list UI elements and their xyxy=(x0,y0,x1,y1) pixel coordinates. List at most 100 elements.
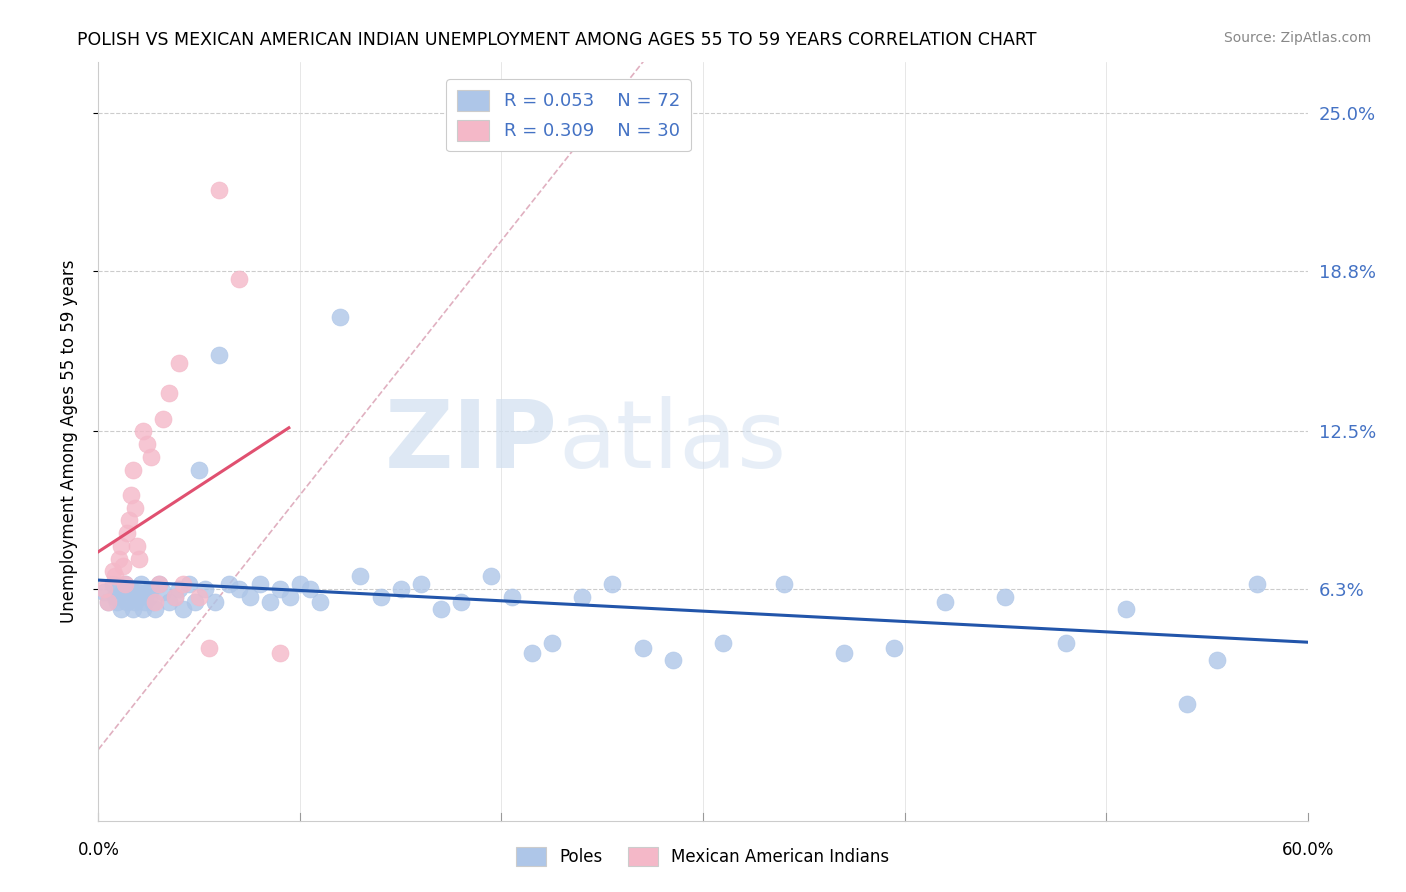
Point xyxy=(97,595,120,609)
Point xyxy=(269,582,291,596)
Point xyxy=(152,411,174,425)
Point xyxy=(1115,602,1137,616)
Point xyxy=(125,539,148,553)
Point xyxy=(204,595,226,609)
Point xyxy=(115,595,138,609)
Point xyxy=(128,590,150,604)
Point xyxy=(329,310,352,324)
Point xyxy=(832,646,855,660)
Point xyxy=(110,602,132,616)
Text: POLISH VS MEXICAN AMERICAN INDIAN UNEMPLOYMENT AMONG AGES 55 TO 59 YEARS CORRELA: POLISH VS MEXICAN AMERICAN INDIAN UNEMPL… xyxy=(77,31,1036,49)
Point xyxy=(114,577,136,591)
Point xyxy=(571,590,593,604)
Point xyxy=(188,590,211,604)
Point xyxy=(142,595,165,609)
Point xyxy=(259,595,281,609)
Point xyxy=(139,582,162,596)
Point xyxy=(152,584,174,599)
Point xyxy=(198,640,221,655)
Point xyxy=(143,595,166,609)
Point xyxy=(520,646,543,660)
Point xyxy=(107,551,129,566)
Point xyxy=(157,386,180,401)
Point xyxy=(661,653,683,667)
Point xyxy=(172,602,194,616)
Text: 60.0%: 60.0% xyxy=(1281,841,1334,859)
Point xyxy=(540,635,562,649)
Point xyxy=(121,462,143,476)
Point xyxy=(111,584,134,599)
Point xyxy=(148,577,170,591)
Point xyxy=(172,577,194,591)
Point xyxy=(129,577,152,591)
Point xyxy=(309,595,332,609)
Point xyxy=(288,577,311,591)
Point xyxy=(934,595,956,609)
Point xyxy=(120,582,142,596)
Point xyxy=(105,595,128,609)
Point xyxy=(184,595,207,609)
Point xyxy=(1054,635,1077,649)
Point xyxy=(111,559,134,574)
Point xyxy=(167,356,190,370)
Point xyxy=(114,577,136,591)
Point xyxy=(389,582,412,596)
Point xyxy=(409,577,432,591)
Point xyxy=(93,582,115,596)
Point xyxy=(278,590,301,604)
Text: 0.0%: 0.0% xyxy=(77,841,120,859)
Point xyxy=(167,582,190,596)
Point xyxy=(269,646,291,660)
Point xyxy=(118,590,141,604)
Point xyxy=(163,590,186,604)
Point xyxy=(228,271,250,285)
Y-axis label: Unemployment Among Ages 55 to 59 years: Unemployment Among Ages 55 to 59 years xyxy=(59,260,77,624)
Point xyxy=(157,595,180,609)
Point xyxy=(208,348,231,362)
Point xyxy=(370,590,392,604)
Point xyxy=(883,640,905,655)
Point xyxy=(148,577,170,591)
Point xyxy=(97,595,120,609)
Point xyxy=(124,500,146,515)
Point xyxy=(349,569,371,583)
Point xyxy=(120,488,142,502)
Point xyxy=(125,584,148,599)
Point xyxy=(128,551,150,566)
Point xyxy=(194,582,217,596)
Point xyxy=(602,577,624,591)
Point xyxy=(132,425,155,439)
Point xyxy=(1175,697,1198,711)
Point xyxy=(239,590,262,604)
Point xyxy=(631,640,654,655)
Point xyxy=(118,513,141,527)
Text: Source: ZipAtlas.com: Source: ZipAtlas.com xyxy=(1223,31,1371,45)
Point xyxy=(481,569,503,583)
Text: atlas: atlas xyxy=(558,395,786,488)
Point xyxy=(218,577,240,591)
Point xyxy=(103,569,125,583)
Point xyxy=(994,590,1017,604)
Point xyxy=(101,577,124,591)
Point xyxy=(1206,653,1229,667)
Point xyxy=(179,577,201,591)
Point xyxy=(188,462,211,476)
Point xyxy=(110,539,132,553)
Point xyxy=(101,564,124,578)
Point xyxy=(139,450,162,464)
Point xyxy=(124,595,146,609)
Point xyxy=(138,590,160,604)
Legend: R = 0.053    N = 72, R = 0.309    N = 30: R = 0.053 N = 72, R = 0.309 N = 30 xyxy=(446,79,690,152)
Point xyxy=(135,584,157,599)
Point xyxy=(711,635,734,649)
Point xyxy=(93,584,115,599)
Legend: Poles, Mexican American Indians: Poles, Mexican American Indians xyxy=(510,840,896,873)
Point xyxy=(134,595,156,609)
Point xyxy=(228,582,250,596)
Point xyxy=(143,602,166,616)
Point xyxy=(163,590,186,604)
Point xyxy=(450,595,472,609)
Point xyxy=(299,582,322,596)
Point xyxy=(430,602,453,616)
Point xyxy=(121,602,143,616)
